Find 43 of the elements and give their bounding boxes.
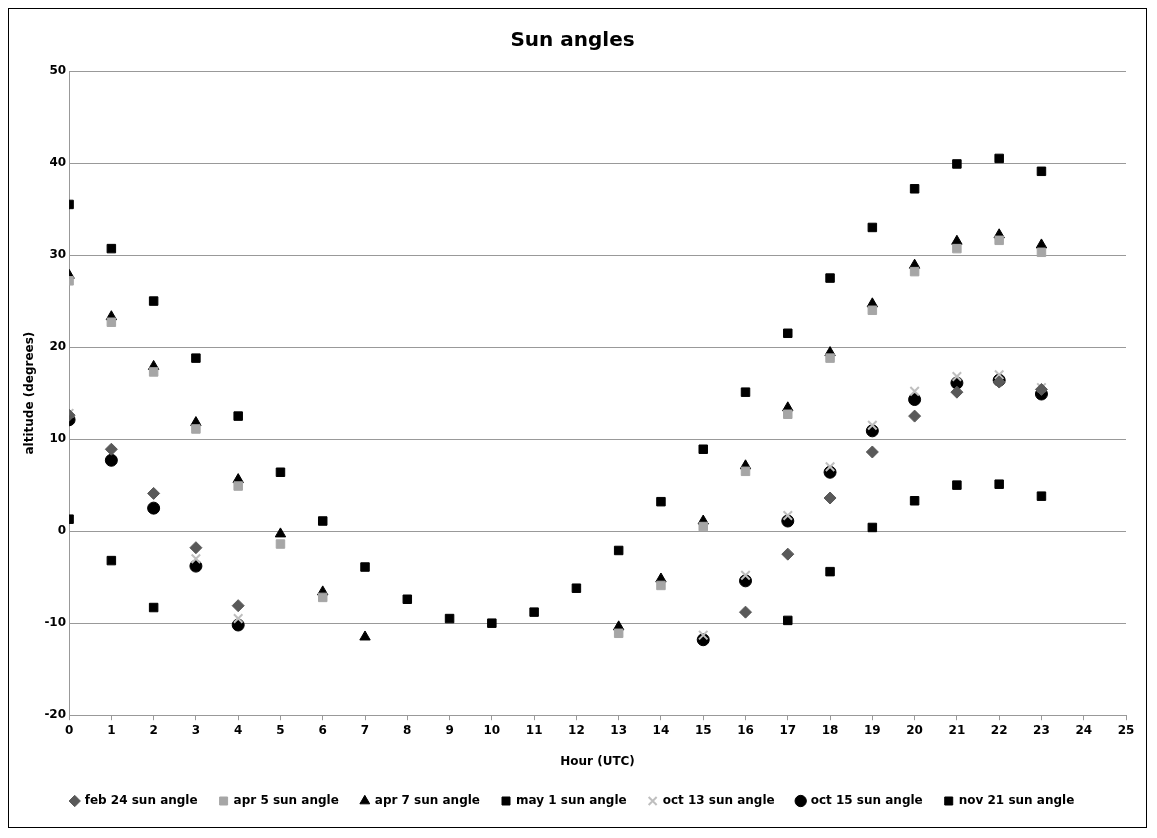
legend-label: apr 7 sun angle [374,793,481,808]
x-tick-label: 25 [1117,722,1135,737]
x-axis-title: Hour (UTC) [560,753,635,768]
x-tick-label: 19 [863,722,881,737]
x-tick-label: 18 [821,722,839,737]
y-tick-label: 40 [49,155,67,170]
x-tick-label: 20 [906,722,923,737]
y-tick-label: -10 [44,615,67,630]
x-tick-label: 24 [1075,722,1093,737]
y-tick-label: 30 [49,247,67,262]
chart-title: Sun angles [510,27,635,52]
x-tick-label: 21 [948,722,966,737]
x-tick-label: 5 [276,722,285,737]
x-tick-label: 15 [694,722,712,737]
x-tick-label: 17 [779,722,797,737]
x-tick-label: 7 [360,722,370,737]
x-tick-label: 14 [652,722,670,737]
legend-label: oct 15 sun angle [810,793,923,808]
legend-label: nov 21 sun angle [958,793,1075,808]
x-tick-label: 23 [1033,722,1050,737]
y-tick-label: -20 [44,707,67,722]
y-tick-label: 10 [49,431,67,446]
x-tick-label: 11 [525,722,543,737]
legend-label: apr 5 sun angle [233,793,339,808]
legend-label: oct 13 sun angle [662,793,775,808]
x-tick-label: 4 [234,722,243,737]
y-tick-label: 20 [49,339,67,354]
legend-label: may 1 sun angle [516,793,627,808]
x-tick-label: 22 [990,722,1008,737]
x-tick-label: 12 [568,722,585,737]
x-tick-label: 13 [610,722,628,737]
y-tick-label: 50 [49,63,67,78]
x-tick-label: 6 [318,722,327,737]
x-tick-label: 3 [191,722,201,737]
legend-label: feb 24 sun angle [84,793,198,808]
x-tick-label: 2 [149,722,158,737]
x-tick-label: 9 [445,722,454,737]
y-axis-title: altitude (degrees) [22,331,37,455]
x-tick-label: 8 [403,722,412,737]
x-tick-label: 10 [483,722,501,737]
y-tick-label: 0 [57,523,67,538]
x-tick-label: 16 [737,722,754,737]
x-tick-label: 1 [107,722,116,737]
